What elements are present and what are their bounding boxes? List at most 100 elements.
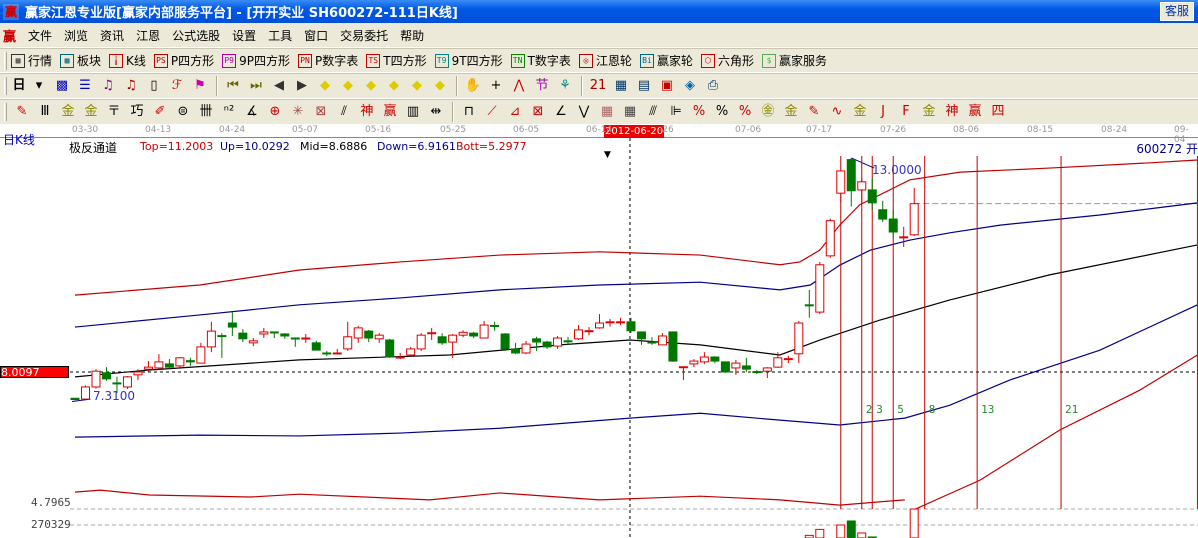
toolbar-button-big-wheel[interactable]: Bi 赢家轮 [639, 52, 693, 69]
gold-2-icon[interactable]: 金 [84, 104, 98, 119]
save-icon[interactable]: ▣ [660, 78, 674, 93]
square-target-icon[interactable]: ⊠ [315, 104, 327, 119]
j-angle-icon[interactable]: J [881, 104, 885, 119]
first-icon[interactable]: ⏮ [227, 78, 239, 93]
grid-icon[interactable]: ▥ [406, 104, 420, 119]
shrink-diamond-icon[interactable]: ◆ [389, 78, 399, 93]
gold-lines-icon[interactable]: 金 [784, 104, 798, 119]
toolbar-button-ps[interactable]: PS P四方形 [153, 52, 214, 69]
zoom-in-diamond-icon[interactable]: ◆ [412, 78, 422, 93]
print-icon[interactable]: ⎙ [707, 78, 719, 93]
chart-type-icon[interactable]: ▾ [35, 78, 43, 93]
toolbar-button-gann-wheel[interactable]: ◎ 江恩轮 [578, 52, 632, 69]
pen-icon[interactable]: ✎ [16, 104, 28, 119]
toolbar-button-ts[interactable]: TS T四方形 [366, 52, 427, 69]
v-icon[interactable]: ⋁ [578, 104, 590, 119]
chart-canvas[interactable]: 2 3 5 8 13 21 [0, 138, 1198, 538]
kline-chart[interactable]: 日K线 极反通道 Top=11.2003 Up=10.0292 Mid=8.68… [0, 133, 1198, 538]
hand-icon[interactable]: ✋ [464, 78, 482, 93]
step3-icon[interactable]: ♫ [102, 78, 114, 93]
diag-icon[interactable]: ⫻ [649, 104, 657, 119]
menu-item[interactable]: 文件 [28, 28, 53, 43]
calendar-icon[interactable]: 21 [589, 78, 607, 93]
menu-item[interactable]: 江恩 [136, 28, 161, 43]
toolbar-button-calendar-grid[interactable]: ▦ 行情 [11, 52, 52, 69]
crosshair-icon[interactable]: + [490, 78, 502, 93]
menu-item[interactable]: 公式选股 [172, 28, 221, 43]
notes-icon[interactable]: ▤ [637, 78, 651, 93]
section-icon[interactable]: 节 [535, 78, 549, 93]
percent-fan-icon[interactable]: % [692, 104, 706, 119]
grid-red-icon[interactable]: ▦ [600, 104, 614, 119]
left-arrow-diamond-icon[interactable]: ◆ [320, 78, 330, 93]
f-angle-icon[interactable]: F [902, 104, 910, 119]
toolbar-grip[interactable] [4, 103, 7, 121]
toolbar-button-blocks[interactable]: ▩ 板块 [60, 52, 101, 69]
god-icon[interactable]: 神 [360, 104, 374, 119]
zoom-out-diamond-icon[interactable]: ◆ [435, 78, 445, 93]
angle-icon[interactable]: ∡ [246, 104, 258, 119]
ruler-icon[interactable]: ⊫ [670, 104, 682, 119]
list-icon[interactable]: ☰ [79, 78, 91, 93]
win-icon[interactable]: 赢 [383, 104, 397, 119]
percent-lines-icon[interactable]: % [738, 104, 752, 119]
menu-item[interactable]: 工具 [268, 28, 293, 43]
toolbar-button-candlestick[interactable]: ╽ K线 [109, 52, 146, 69]
box-icon[interactable]: ⊓ [463, 104, 475, 119]
next-icon[interactable]: ▶ [297, 78, 307, 93]
teal-icon[interactable]: ⚘ [559, 78, 571, 93]
win-angle-icon[interactable]: 赢 [968, 104, 982, 119]
pattern-icon[interactable]: ▩ [55, 78, 69, 93]
prev-icon[interactable]: ◀ [274, 78, 284, 93]
menu-item[interactable]: 帮助 [400, 28, 425, 43]
network-icon[interactable]: ◈ [685, 78, 695, 93]
calculator-icon[interactable]: ▦ [614, 78, 628, 93]
circle-grid-icon[interactable]: ⊜ [177, 104, 189, 119]
gold-1-icon[interactable]: 金 [61, 104, 75, 119]
grid-dark-icon[interactable]: ▦ [623, 104, 637, 119]
period-select[interactable]: 日 [12, 78, 26, 93]
four-angle-icon[interactable]: 四 [991, 104, 1005, 119]
toolbar-grip[interactable] [4, 51, 7, 70]
toolbar-button-hexagon[interactable]: ⬡ 六角形 [700, 52, 754, 69]
fork-icon[interactable]: 〒 [107, 104, 121, 119]
toolbar-grip[interactable] [4, 77, 7, 95]
toolbar-button-pn[interactable]: PN P数字表 [298, 52, 358, 69]
wave-icon[interactable]: 巧 [130, 104, 144, 119]
fan-icon[interactable]: ⟋ [487, 104, 497, 119]
n2-icon[interactable]: ⁿ² [223, 104, 235, 119]
cross-square-icon[interactable]: ⊠ [532, 104, 544, 119]
customer-service-button[interactable]: 客服 [1159, 2, 1194, 21]
toolbar-button-dollar[interactable]: $ 赢家服务 [761, 52, 827, 69]
toolbar-button-t9[interactable]: T9 9T四方形 [434, 52, 503, 69]
gold-box-icon[interactable]: 金 [853, 104, 867, 119]
last-icon[interactable]: ⏭ [250, 78, 262, 93]
parallel-icon[interactable]: 卌 [199, 104, 213, 119]
measure-icon[interactable]: ⇹ [430, 104, 442, 119]
gold-circle-icon[interactable]: ㊎ [761, 104, 775, 119]
gold-angle-icon[interactable]: 金 [922, 104, 936, 119]
toolbar-button-p9[interactable]: P9 9P四方形 [222, 52, 290, 69]
line-draw-icon[interactable]: ⋀ [513, 78, 525, 93]
pen-ruler-icon[interactable]: ✐ [154, 104, 166, 119]
god-angle-icon[interactable]: 神 [945, 104, 959, 119]
sine-icon[interactable]: ∿ [831, 104, 843, 119]
expand-diamond-icon[interactable]: ◆ [366, 78, 376, 93]
menu-item[interactable]: 资讯 [100, 28, 125, 43]
square-fan-icon[interactable]: ⊿ [509, 104, 521, 119]
menu-item[interactable]: 窗口 [304, 28, 329, 43]
step9-icon[interactable]: ♫ [125, 78, 137, 93]
candle-select-icon[interactable]: ▯ [150, 78, 158, 93]
flag-icon[interactable]: ⚑ [194, 78, 206, 93]
lines-icon[interactable]: Ⅲ [40, 104, 50, 119]
star-icon[interactable]: ✳ [292, 104, 304, 119]
fan-lines-icon[interactable]: ⫽ [341, 104, 347, 119]
target-icon[interactable]: ⊕ [269, 104, 281, 119]
menu-item[interactable]: 浏览 [64, 28, 89, 43]
pen-lines-icon[interactable]: ✎ [808, 104, 820, 119]
menu-item[interactable]: 设置 [232, 28, 257, 43]
dropdown-arrow-icon[interactable]: ▼ [604, 150, 611, 160]
formula-icon[interactable]: ℱ [171, 78, 183, 93]
percent-icon[interactable]: % [715, 104, 729, 119]
angle-fan-icon[interactable]: ∠ [555, 104, 567, 119]
